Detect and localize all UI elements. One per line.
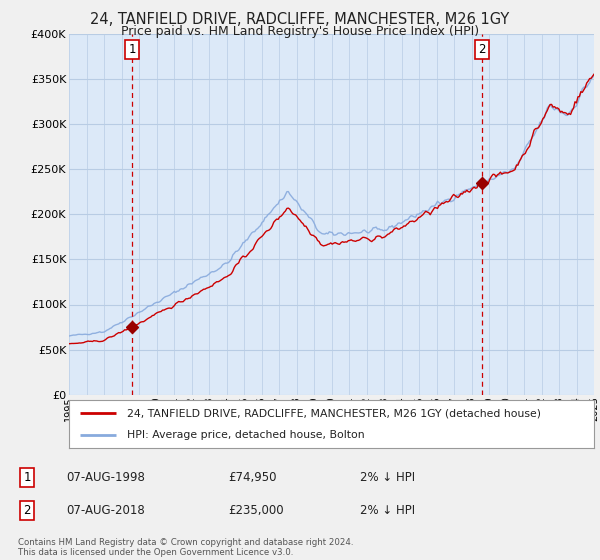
Text: 1: 1 — [23, 470, 31, 484]
Text: Contains HM Land Registry data © Crown copyright and database right 2024.
This d: Contains HM Land Registry data © Crown c… — [18, 538, 353, 557]
Text: 2: 2 — [478, 43, 486, 57]
Text: 24, TANFIELD DRIVE, RADCLIFFE, MANCHESTER, M26 1GY: 24, TANFIELD DRIVE, RADCLIFFE, MANCHESTE… — [91, 12, 509, 27]
Text: 24, TANFIELD DRIVE, RADCLIFFE, MANCHESTER, M26 1GY (detached house): 24, TANFIELD DRIVE, RADCLIFFE, MANCHESTE… — [127, 408, 541, 418]
Text: Price paid vs. HM Land Registry's House Price Index (HPI): Price paid vs. HM Land Registry's House … — [121, 25, 479, 38]
Text: HPI: Average price, detached house, Bolton: HPI: Average price, detached house, Bolt… — [127, 430, 364, 440]
Text: 07-AUG-2018: 07-AUG-2018 — [66, 504, 145, 517]
Text: 07-AUG-1998: 07-AUG-1998 — [66, 470, 145, 484]
Text: 2: 2 — [23, 504, 31, 517]
Text: £74,950: £74,950 — [228, 470, 277, 484]
Text: 2% ↓ HPI: 2% ↓ HPI — [360, 470, 415, 484]
Text: £235,000: £235,000 — [228, 504, 284, 517]
Text: 1: 1 — [128, 43, 136, 57]
Text: 2% ↓ HPI: 2% ↓ HPI — [360, 504, 415, 517]
